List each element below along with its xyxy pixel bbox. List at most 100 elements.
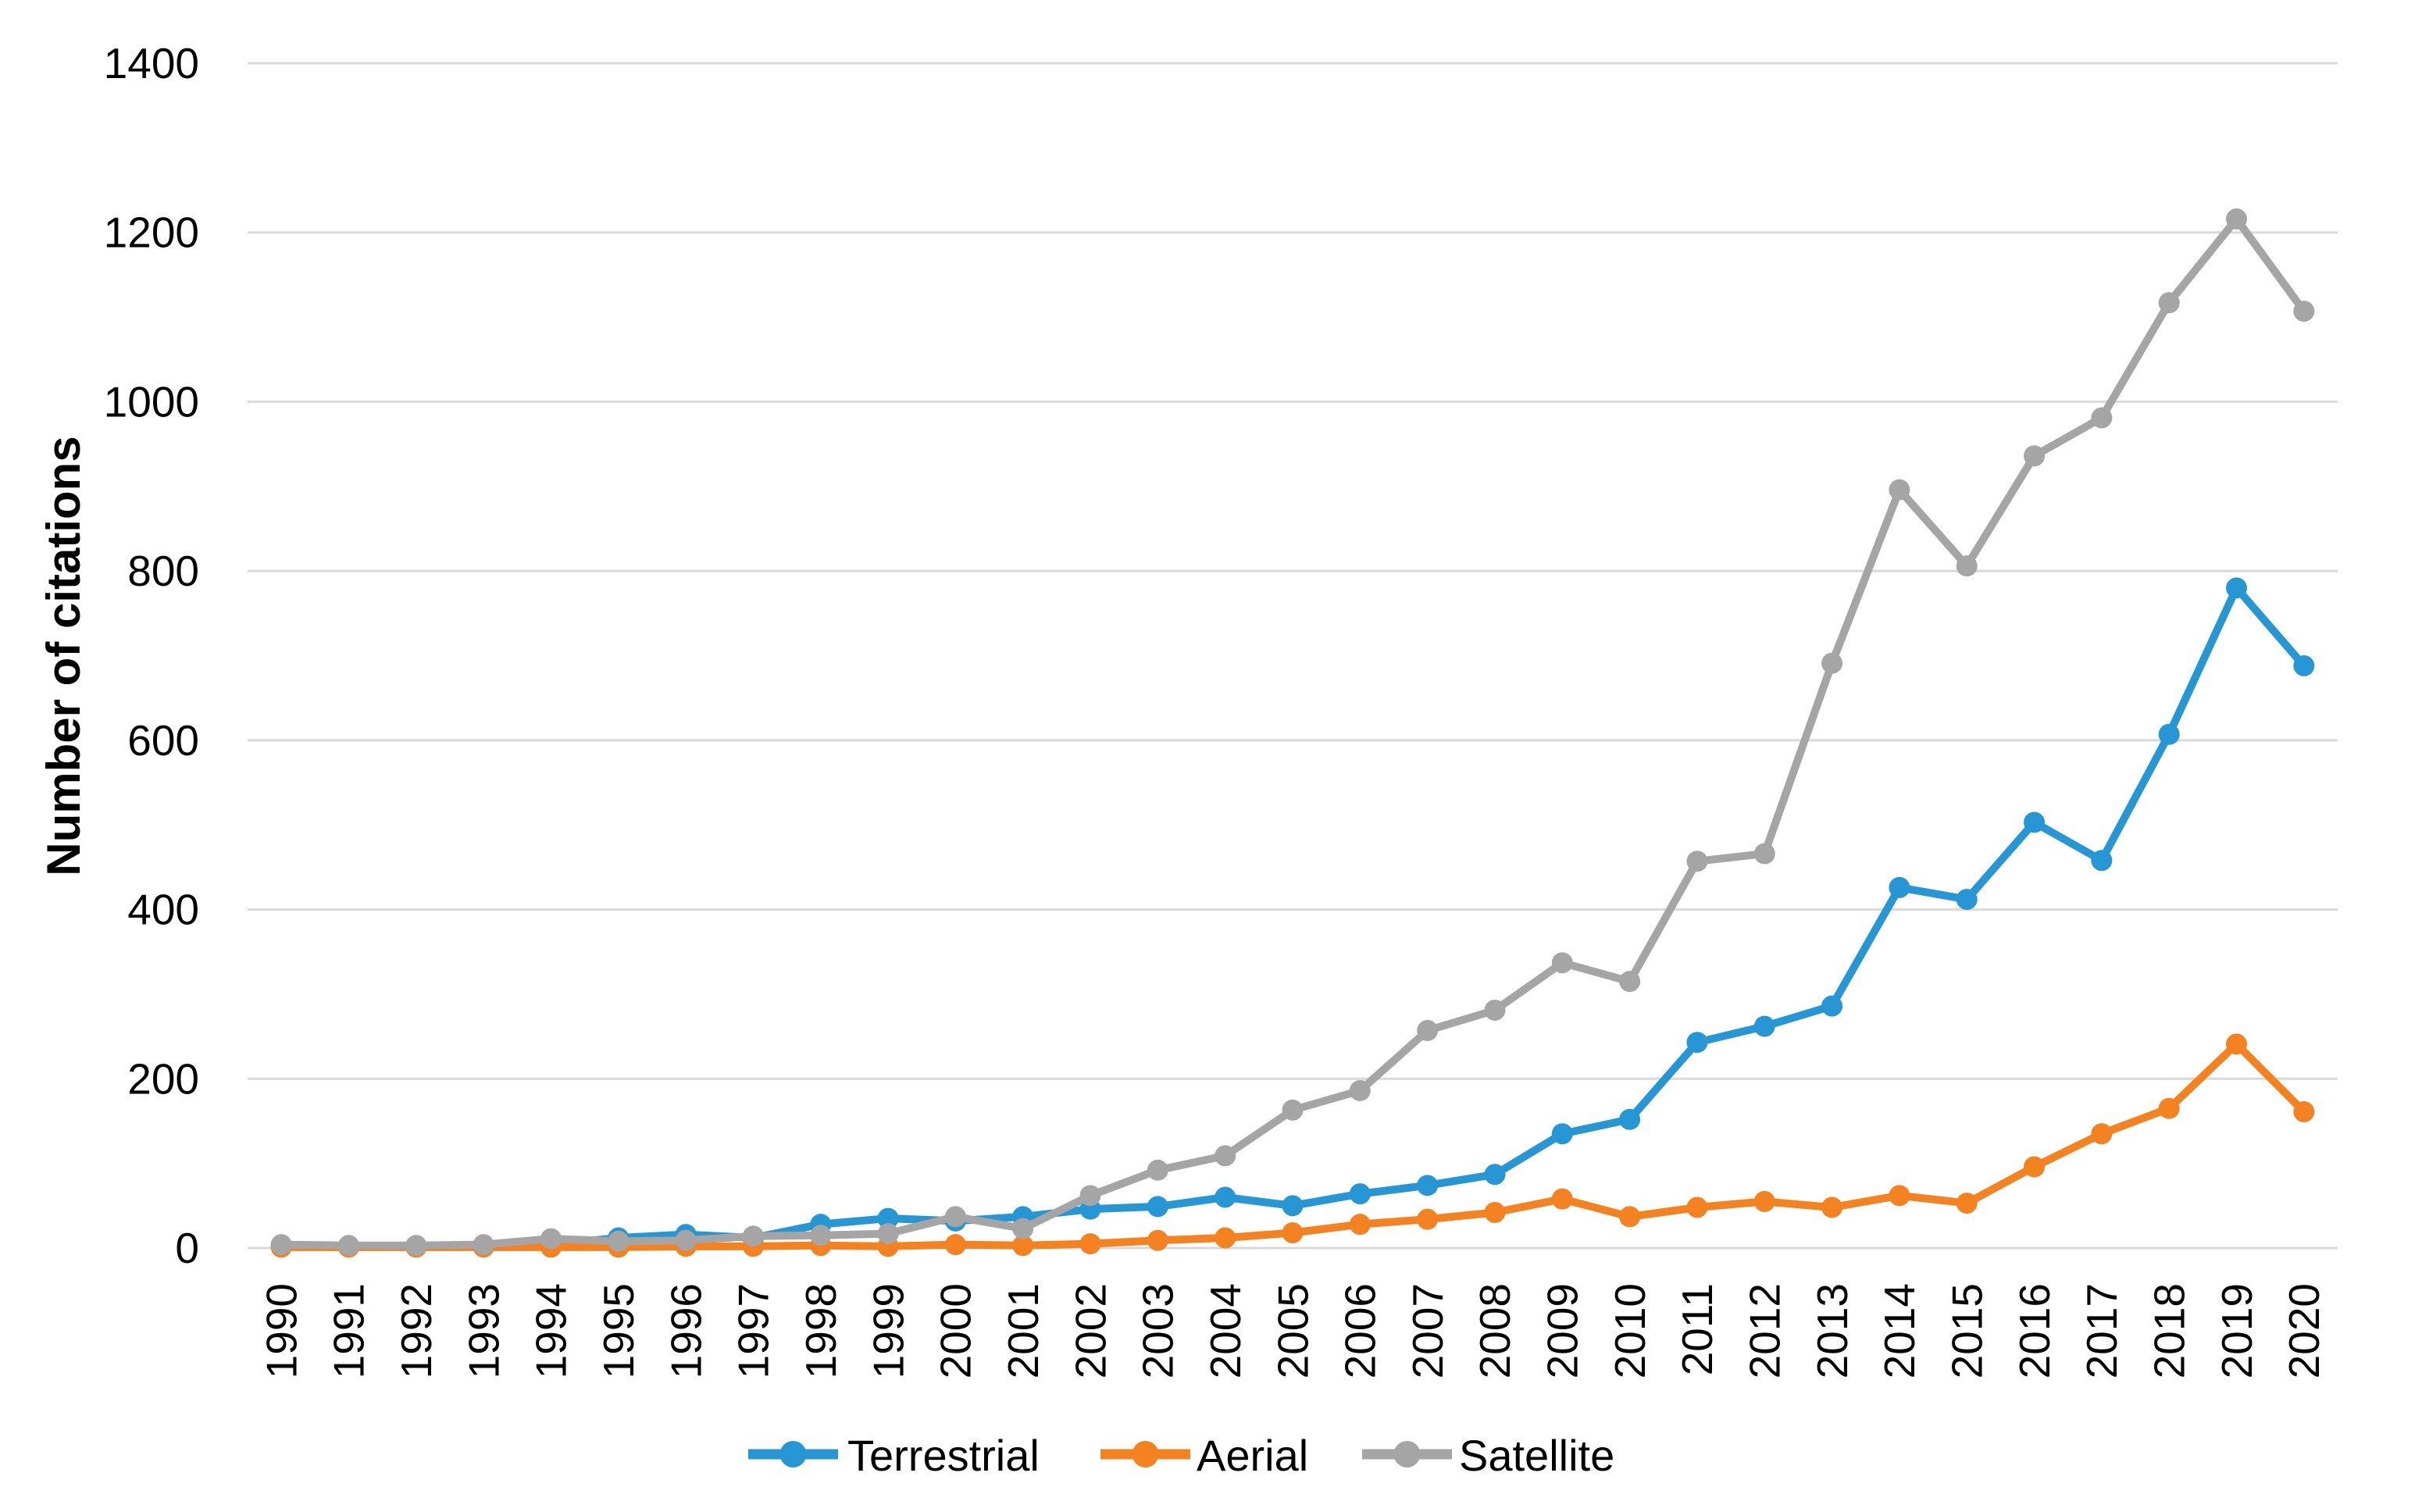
- data-point-terrestrial-2014: [1889, 876, 1910, 898]
- x-tick-label: 1997: [729, 1283, 778, 1378]
- data-point-terrestrial-2004: [1215, 1186, 1236, 1208]
- data-point-aerial-2001: [1012, 1235, 1034, 1257]
- x-tick-label: 2009: [1539, 1283, 1587, 1378]
- x-tick-label: 2001: [999, 1283, 1047, 1378]
- legend: Terrestrial Aerial Satellite: [748, 1431, 1614, 1480]
- x-tick-label: 1992: [392, 1283, 441, 1378]
- legend-dot-marker-icon: [1132, 1441, 1159, 1467]
- data-point-aerial-2016: [2024, 1156, 2046, 1178]
- x-tick-label: 1991: [325, 1283, 373, 1378]
- data-point-aerial-2019: [2226, 1033, 2248, 1055]
- legend-label: Satellite: [1459, 1431, 1614, 1480]
- x-axis-tick-labels: 1990 1991 1992 1993 1994 1995 1996 1997 1998 1999…: [257, 1283, 2328, 1378]
- data-point-satellite-2005: [1282, 1099, 1304, 1121]
- x-tick-label: 2006: [1336, 1283, 1385, 1378]
- data-point-satellite-2015: [1956, 555, 1978, 577]
- x-tick-label: 2010: [1606, 1283, 1654, 1378]
- x-tick-label: 2004: [1201, 1283, 1250, 1378]
- x-tick-label: 2017: [2078, 1283, 2126, 1378]
- data-point-satellite-2020: [2293, 300, 2315, 322]
- x-tick-label: 2019: [2213, 1283, 2261, 1378]
- y-tick-label: 600: [127, 716, 199, 765]
- x-tick-label: 2018: [2145, 1283, 2193, 1378]
- x-tick-label: 2005: [1268, 1283, 1317, 1378]
- legend-item-terrestrial: Terrestrial: [748, 1431, 1040, 1480]
- data-point-satellite-2009: [1551, 952, 1573, 974]
- data-point-terrestrial-2007: [1417, 1175, 1439, 1196]
- data-point-satellite-2002: [1079, 1185, 1101, 1207]
- x-tick-label: 2015: [1942, 1283, 1991, 1378]
- legend-dot-marker-icon: [779, 1441, 807, 1467]
- data-point-aerial-2011: [1686, 1196, 1708, 1218]
- gridlines-group: [248, 62, 2338, 1250]
- data-point-aerial-2000: [944, 1234, 966, 1256]
- data-point-satellite-1998: [810, 1225, 832, 1246]
- data-point-satellite-2007: [1417, 1020, 1439, 1042]
- data-point-aerial-2007: [1417, 1208, 1439, 1230]
- y-tick-label: 1400: [104, 39, 199, 87]
- data-point-terrestrial-2010: [1619, 1108, 1641, 1130]
- data-point-satellite-1997: [742, 1225, 764, 1247]
- data-point-satellite-2000: [944, 1206, 966, 1228]
- y-tick-label: 400: [127, 886, 199, 934]
- data-point-terrestrial-2017: [2091, 850, 2113, 872]
- data-point-aerial-2002: [1079, 1233, 1101, 1255]
- x-tick-label: 2020: [2280, 1283, 2328, 1378]
- x-tick-label: 1995: [594, 1283, 643, 1378]
- data-point-satellite-2004: [1215, 1145, 1236, 1167]
- data-point-terrestrial-2008: [1484, 1164, 1506, 1186]
- data-point-aerial-2013: [1821, 1196, 1843, 1218]
- data-point-satellite-2016: [2024, 445, 2046, 467]
- data-point-satellite-2001: [1012, 1218, 1034, 1239]
- x-tick-label: 2012: [1741, 1283, 1789, 1378]
- x-tick-label: 1990: [257, 1283, 305, 1378]
- legend-label: Terrestrial: [847, 1431, 1040, 1480]
- data-point-terrestrial-2006: [1349, 1183, 1371, 1205]
- x-tick-label: 2014: [1875, 1283, 1924, 1378]
- y-tick-label: 200: [127, 1054, 199, 1103]
- data-point-terrestrial-2009: [1551, 1123, 1573, 1145]
- y-axis-tick-labels: 0 200 400 600 800 1000 1200 1400: [104, 39, 199, 1272]
- x-tick-label: 2008: [1471, 1283, 1519, 1378]
- x-tick-label: 2002: [1066, 1283, 1115, 1378]
- legend-item-satellite: Satellite: [1362, 1431, 1614, 1480]
- data-point-satellite-1994: [540, 1228, 562, 1250]
- data-point-satellite-2012: [1753, 843, 1775, 865]
- data-point-satellite-2014: [1889, 479, 1910, 501]
- data-point-satellite-2011: [1686, 850, 1708, 872]
- data-point-terrestrial-2005: [1282, 1195, 1304, 1217]
- data-point-terrestrial-2003: [1147, 1196, 1168, 1218]
- y-axis-title: Number of citations: [37, 436, 90, 875]
- data-point-satellite-2018: [2158, 292, 2180, 314]
- series-terrestrial: [270, 577, 2315, 1257]
- x-tick-label: 1993: [459, 1283, 508, 1378]
- data-point-aerial-2004: [1215, 1227, 1236, 1249]
- data-point-satellite-2017: [2091, 407, 2113, 429]
- series-satellite: [270, 208, 2315, 1257]
- data-point-satellite-1995: [608, 1230, 630, 1252]
- x-tick-label: 2007: [1404, 1283, 1452, 1378]
- data-point-aerial-2012: [1753, 1190, 1775, 1212]
- data-point-terrestrial-2013: [1821, 995, 1843, 1017]
- y-tick-label: 800: [127, 547, 199, 595]
- data-point-satellite-1990: [270, 1234, 292, 1256]
- data-point-terrestrial-2015: [1956, 889, 1978, 911]
- data-point-satellite-1993: [473, 1234, 494, 1256]
- y-tick-label: 0: [175, 1224, 199, 1272]
- series-line-terrestrial: [277, 583, 2308, 1250]
- data-point-satellite-2008: [1484, 1000, 1506, 1022]
- data-point-terrestrial-2011: [1686, 1032, 1708, 1054]
- data-point-aerial-2020: [2293, 1101, 2315, 1123]
- x-tick-label: 2013: [1808, 1283, 1857, 1378]
- x-tick-label: 1994: [527, 1283, 576, 1378]
- series-line-aerial: [277, 1040, 2308, 1251]
- data-point-satellite-2003: [1147, 1159, 1168, 1181]
- data-point-satellite-1991: [337, 1235, 359, 1257]
- series-aerial: [270, 1033, 2315, 1258]
- x-tick-label: 2003: [1134, 1283, 1182, 1378]
- x-tick-label: 1998: [797, 1283, 845, 1378]
- data-point-aerial-2005: [1282, 1221, 1304, 1243]
- x-tick-label: 2016: [2010, 1283, 2059, 1378]
